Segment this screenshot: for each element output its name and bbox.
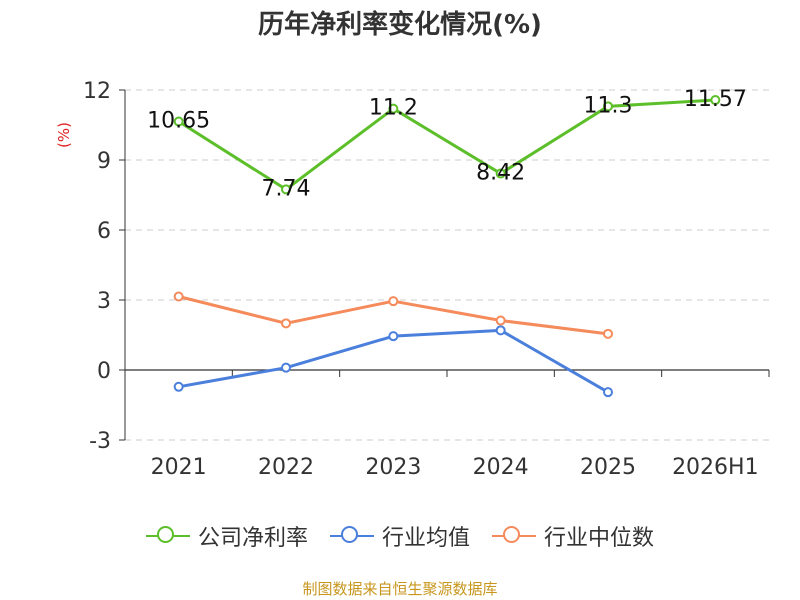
data-point	[495, 168, 506, 179]
x-tick-label: 2022	[258, 455, 314, 480]
data-point	[388, 296, 399, 307]
y-tick-label: 9	[97, 149, 111, 174]
legend-item-industry-median[interactable]: 行业中位数	[492, 520, 654, 552]
series-line	[177, 98, 716, 191]
data-source-note: 制图数据来自恒生聚源数据库	[302, 580, 498, 598]
data-point	[603, 101, 613, 112]
data-point	[603, 387, 613, 398]
y-tick-label: -3	[89, 429, 111, 454]
data-point	[388, 331, 399, 342]
legend-swatch-industry-median	[492, 525, 536, 547]
data-label: 11.3	[584, 93, 633, 118]
x-tick-label: 2023	[365, 455, 421, 480]
data-point	[495, 315, 506, 326]
x-tick-label: 2025	[580, 455, 636, 480]
data-label: 10.65	[147, 109, 210, 134]
data-point	[603, 328, 613, 339]
x-tick-label: 2021	[151, 455, 207, 480]
data-point	[710, 95, 721, 106]
legend-swatch-industry-mean	[329, 525, 374, 547]
legend-label-industry-mean: 行业均值	[381, 526, 470, 551]
data-point	[173, 381, 184, 392]
data-label: 11.2	[369, 96, 418, 121]
legend-item-industry-mean[interactable]: 行业均值	[329, 520, 470, 552]
data-point	[173, 291, 184, 302]
legend-label-industry-median: 行业中位数	[544, 526, 655, 551]
y-tick-label: 6	[97, 219, 111, 244]
data-point	[388, 103, 399, 114]
data-point	[281, 362, 291, 373]
x-tick-label: 2026H1	[672, 455, 759, 480]
y-tick-label: 3	[97, 289, 111, 314]
x-tick-label: 2024	[473, 455, 529, 480]
y-tick-label: 0	[97, 359, 111, 384]
data-point	[173, 116, 184, 127]
data-point	[495, 325, 506, 336]
legend: 公司净利率 行业均值 行业中位数	[0, 520, 800, 552]
data-label: 7.74	[262, 176, 311, 201]
data-point	[281, 184, 291, 195]
data-label: 11.57	[684, 87, 747, 112]
legend-item-company[interactable]: 公司净利率	[145, 520, 308, 552]
chart-title: 历年净利率变化情况(%)	[258, 10, 542, 40]
legend-swatch-company	[145, 525, 190, 547]
data-label: 8.42	[476, 161, 525, 186]
y-tick-label: 12	[83, 79, 111, 104]
legend-label-company: 公司净利率	[197, 526, 308, 551]
data-point	[281, 318, 291, 329]
